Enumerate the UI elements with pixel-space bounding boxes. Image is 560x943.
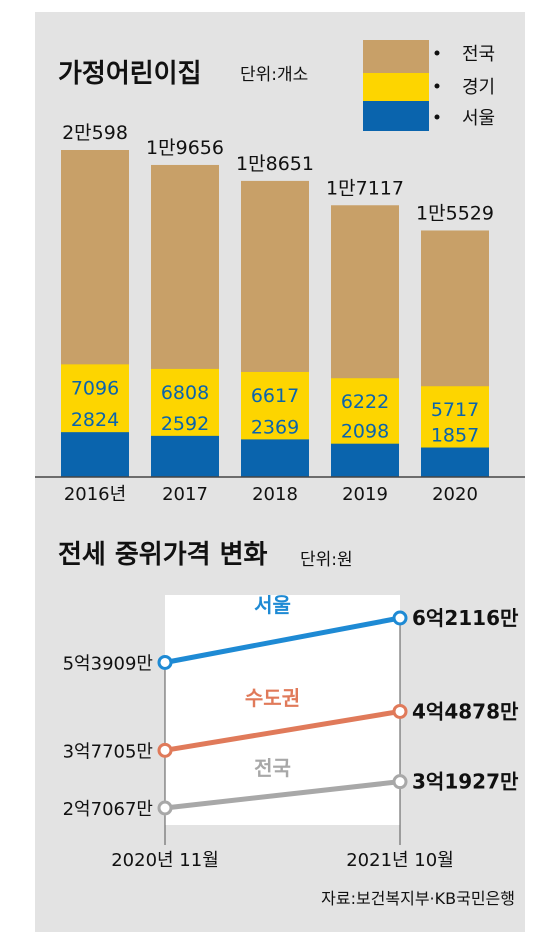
line-point-national bbox=[392, 774, 408, 790]
legend-dot bbox=[434, 83, 440, 89]
line-x-tick-end: 2021년 10월 bbox=[346, 850, 454, 871]
legend-dot bbox=[434, 50, 440, 56]
line-chart-title: 전세 중위가격 변화 bbox=[58, 540, 268, 570]
bar-label-gyeonggi: 5717 bbox=[431, 399, 479, 421]
bar-chart-unit: 단위:개소 bbox=[240, 65, 308, 85]
legend-swatch-national bbox=[363, 40, 429, 73]
line-series-group: 5억3909만 6억2116만 서울 3억7705만 4억4878만 수도권 2억7067만… bbox=[63, 593, 519, 845]
line-label-end-national: 3억1927만 bbox=[412, 770, 519, 794]
line-point-metro bbox=[157, 742, 173, 758]
bar-label-national: 1만5529 bbox=[416, 202, 494, 224]
bar-legend: 전국 경기 서울 bbox=[363, 40, 495, 131]
bar-label-national: 1만7117 bbox=[326, 177, 404, 199]
bar-seoul bbox=[151, 435, 219, 477]
line-label-end-seoul: 6억2116만 bbox=[412, 606, 519, 630]
bar-x-tick: 2020 bbox=[432, 484, 478, 505]
bar-seoul bbox=[61, 432, 129, 477]
line-label-start-national: 2억7067만 bbox=[63, 799, 153, 820]
bar-x-tick: 2016년 bbox=[64, 484, 126, 505]
line-label-start-metro: 3억7705만 bbox=[63, 741, 153, 762]
bar-label-national: 2만598 bbox=[62, 122, 128, 144]
line-label-end-metro: 4억4878만 bbox=[412, 699, 519, 723]
line-x-tick-start: 2020년 11월 bbox=[111, 850, 219, 871]
bar-x-tick: 2018 bbox=[252, 484, 298, 505]
line-national bbox=[164, 779, 401, 811]
bar-seoul bbox=[421, 447, 489, 477]
bar-label-gyeonggi: 6617 bbox=[251, 385, 299, 407]
line-point-metro bbox=[392, 703, 408, 719]
bar-label-seoul: 2098 bbox=[341, 421, 389, 443]
bar-x-tick: 2019 bbox=[342, 484, 388, 505]
bar-label-gyeonggi: 6808 bbox=[161, 382, 209, 404]
line-metro bbox=[164, 708, 401, 753]
series-name-national: 전국 bbox=[254, 756, 291, 780]
bar-x-tick: 2017 bbox=[162, 484, 208, 505]
series-name-seoul: 서울 bbox=[254, 593, 291, 617]
bar-plot-area: 2만598 7096 2824 2016년 1만9656 6808 2592 2017 1만86… bbox=[61, 122, 494, 505]
line-plot-area bbox=[165, 595, 400, 825]
line-point-seoul bbox=[157, 654, 173, 670]
line-label-start-seoul: 5억3909만 bbox=[63, 653, 153, 674]
bar-seoul bbox=[331, 443, 399, 477]
legend-label-national: 전국 bbox=[462, 44, 495, 65]
line-chart-unit: 단위:원 bbox=[300, 550, 353, 570]
legend-dot bbox=[434, 114, 440, 120]
bar-seoul bbox=[241, 439, 309, 477]
line-point-national bbox=[157, 800, 173, 816]
legend-label-seoul: 서울 bbox=[462, 108, 495, 129]
line-seoul bbox=[164, 615, 401, 665]
bar-label-seoul: 2592 bbox=[161, 413, 209, 435]
legend-label-gyeonggi: 경기 bbox=[462, 77, 495, 98]
bar-label-national: 1만8651 bbox=[236, 153, 314, 175]
bar-label-gyeonggi: 6222 bbox=[341, 391, 389, 413]
bar-label-seoul: 2369 bbox=[251, 416, 299, 438]
series-name-metro: 수도권 bbox=[245, 686, 300, 710]
legend-swatch-seoul bbox=[363, 101, 429, 131]
legend-swatch-gyeonggi bbox=[363, 73, 429, 101]
bar-label-national: 1만9656 bbox=[146, 137, 224, 159]
bar-chart-title: 가정어린이집 bbox=[58, 59, 202, 89]
bar-label-seoul: 1857 bbox=[431, 425, 479, 447]
bar-label-seoul: 2824 bbox=[71, 409, 119, 431]
source-note: 자료:보건복지부·KB국민은행 bbox=[321, 889, 515, 908]
bar-label-gyeonggi: 7096 bbox=[71, 377, 119, 399]
line-point-seoul bbox=[392, 610, 408, 626]
